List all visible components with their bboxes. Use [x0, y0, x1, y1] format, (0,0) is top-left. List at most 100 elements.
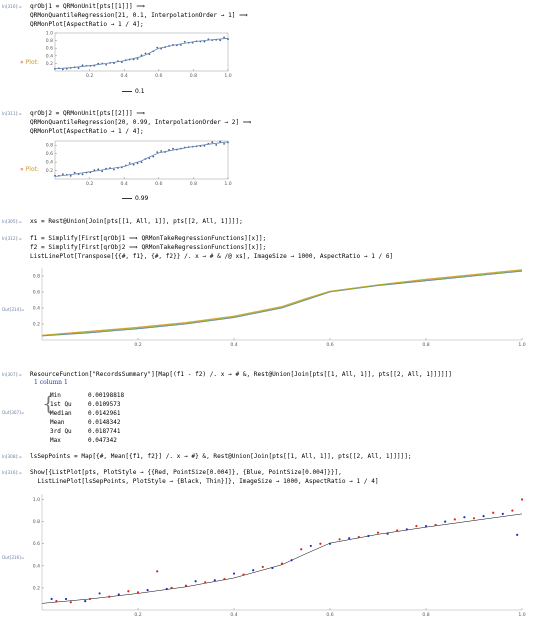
quantile-plot-1[interactable]: 0.2 0.4 0.6 0.8 1.00.20.40.60.81.0 — [45, 31, 232, 80]
code-line[interactable]: lsSepPoints = Map[{#, Mean[{f1, f2}] /. … — [30, 453, 412, 460]
red-point — [511, 509, 514, 512]
red-point — [472, 517, 476, 520]
blue-point — [252, 569, 255, 572]
legend-1: 0.1 — [122, 88, 145, 95]
x-tick-label: 1.0 — [224, 73, 231, 79]
x-tick-label: 0.8 — [190, 73, 197, 79]
output-label: Out[307]= — [2, 410, 25, 415]
code-line[interactable]: QRMonPlot[AspectRatio → 1 / 4]; — [30, 128, 144, 135]
code-line[interactable]: qrObj1 = QRMonUnit[pts[[1]]] ⟹ — [30, 3, 146, 10]
code-line[interactable]: QRMonQuantileRegression[20, 0.99, Interp… — [30, 119, 252, 126]
code-line[interactable]: ListLinePlot[lsSepPoints, PlotStyle → {B… — [30, 478, 379, 485]
code-line[interactable]: QRMonPlot[AspectRatio → 1 / 4]; — [30, 21, 144, 28]
red-point — [415, 524, 418, 528]
red-point — [127, 590, 130, 593]
quantile-plot-2[interactable]: 0.2 0.4 0.6 0.8 1.0 0.2 0.4 0.6 0.8 — [45, 139, 232, 187]
blue-point — [117, 593, 120, 596]
code-line[interactable]: f2 = Simplify[First[qrObj2 ⟹ QRMonTakeRe… — [30, 244, 267, 251]
data-point — [105, 63, 108, 66]
separated-points-plot[interactable]: 0.2 0.4 0.6 0.8 1.0 0.2 0.4 0.6 0.8 1.0 — [33, 492, 528, 620]
red-point — [261, 565, 264, 569]
red-point — [300, 548, 303, 551]
regression-series-line — [41, 270, 523, 336]
y-tick-label: 0.8 — [33, 519, 40, 525]
x-tick-label: 1.0 — [518, 612, 525, 618]
red-point — [319, 542, 322, 545]
data-point — [93, 169, 96, 172]
x-tick-label: 0.6 — [326, 342, 333, 348]
red-point — [520, 498, 524, 501]
y-tick-label: 1.0 — [33, 497, 40, 503]
summary-key: Median — [50, 410, 72, 417]
plot-frame — [54, 140, 229, 180]
summary-value: 0.0187741 — [88, 428, 121, 435]
code-line[interactable]: ListLinePlot[Transpose[{{#, f1}, {#, f2}… — [30, 253, 394, 260]
blue-point — [348, 537, 351, 540]
red-point — [223, 577, 226, 581]
blue-point — [367, 534, 370, 538]
blue-point — [444, 520, 447, 523]
data-point — [211, 141, 214, 144]
data-point — [156, 151, 159, 154]
y-tick-label: 0.8 — [46, 143, 53, 149]
summary-key: Mean — [50, 419, 65, 426]
code-line[interactable]: ResourceFunction["RecordsSummary"][Map[(… — [30, 371, 452, 378]
blue-point — [213, 579, 216, 582]
code-line[interactable]: QRMonQuantileRegression[21, 0.1, Interpo… — [30, 12, 248, 19]
data-point — [172, 147, 174, 150]
x-tick-label: 0.2 — [86, 181, 93, 187]
echo-marker-icon: » — [20, 59, 24, 66]
y-tick-label: 0.4 — [33, 306, 40, 312]
blue-point — [194, 580, 197, 583]
x-tick-label: 1.0 — [224, 181, 231, 187]
y-tick-label: 0.6 — [46, 151, 53, 157]
summary-value: 0.047342 — [88, 437, 117, 444]
summary-value: 0.00198818 — [88, 392, 125, 399]
x-tick-label: 0.4 — [121, 181, 128, 187]
blue-point — [328, 542, 332, 545]
summary-key: 3rd Qu — [50, 428, 72, 435]
data-point — [97, 168, 100, 171]
code-line[interactable]: f1 = Simplify[First[qrObj1 ⟹ QRMonTakeRe… — [30, 235, 267, 242]
blue-point — [165, 587, 168, 591]
summary-key: Min — [50, 392, 61, 399]
blue-point — [271, 566, 274, 570]
red-point — [69, 601, 72, 604]
input-label: In[311]:= — [2, 111, 23, 116]
plot-label: » Plot: — [20, 59, 40, 66]
blue-point — [424, 524, 428, 528]
code-line[interactable]: xs = Rest@Union[Join[pts[[1, All, 1]], p… — [30, 218, 243, 225]
blue-point — [516, 533, 519, 536]
y-tick-label: 0.6 — [33, 541, 40, 547]
data-point — [219, 39, 222, 42]
data-point — [113, 168, 115, 171]
y-tick-label: 0.6 — [46, 46, 53, 52]
data-point — [136, 57, 139, 60]
legend-2: 0.99 — [122, 195, 148, 202]
y-tick-label: 0.2 — [46, 168, 53, 174]
x-tick-label: 1.0 — [518, 342, 525, 348]
red-point — [156, 570, 159, 573]
regression-lines-plot[interactable]: 0.2 0.4 0.6 0.8 1.0 0.2 0.4 0.6 0.8 — [33, 266, 528, 350]
data-point — [69, 174, 72, 177]
data-point — [81, 173, 84, 176]
output-label: Out[314]= — [2, 307, 25, 312]
data-point — [132, 163, 135, 166]
data-point — [168, 148, 170, 151]
data-point — [136, 162, 139, 165]
red-point — [55, 600, 58, 603]
data-point — [128, 162, 131, 164]
y-tick-label: 0.4 — [46, 53, 53, 59]
blue-point — [482, 514, 485, 518]
code-line[interactable]: qrObj2 = QRMonUnit[pts[[2]]] ⟹ — [30, 110, 146, 117]
data-point — [77, 67, 80, 70]
y-tick-label: 1.0 — [46, 31, 53, 37]
x-tick-label: 0.8 — [190, 181, 197, 187]
x-tick-label: 0.4 — [121, 73, 128, 79]
x-tick-label: 0.4 — [230, 612, 237, 618]
code-line[interactable]: Show[{ListPlot[pts, PlotStyle → {{Red, P… — [30, 469, 342, 476]
red-point — [88, 597, 92, 601]
y-tick-label: 0.8 — [33, 274, 40, 280]
output-label: Out[316]= — [2, 555, 25, 560]
data-point — [132, 58, 135, 61]
